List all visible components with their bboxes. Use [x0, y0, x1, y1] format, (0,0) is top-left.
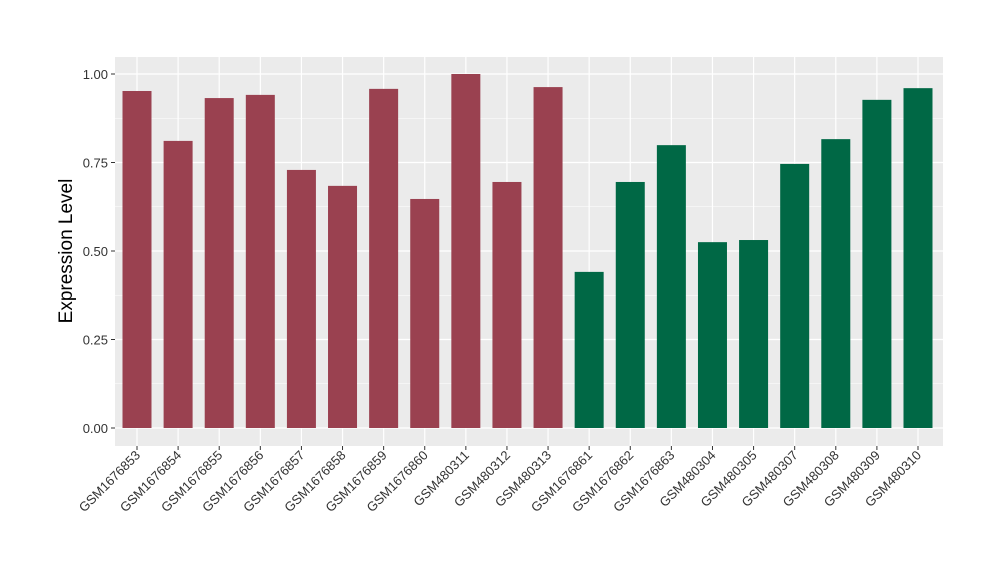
bar-GSM1676863: [656, 145, 686, 429]
y-tick-label: 0.75: [83, 156, 108, 171]
bar-GSM480307: [780, 163, 810, 428]
bar-GSM480304: [697, 242, 727, 428]
y-tick-label: 0.50: [83, 244, 108, 259]
bars: [122, 74, 933, 429]
y-tick-label: 0.25: [83, 333, 108, 348]
bar-GSM1676861: [574, 271, 604, 428]
bar-GSM1676854: [163, 140, 193, 428]
bar-GSM480311: [451, 74, 481, 428]
y-tick-label: 1.00: [83, 67, 108, 82]
bar-GSM480313: [533, 87, 563, 429]
bar-GSM1676855: [204, 98, 234, 429]
y-tick-label: 0.00: [83, 421, 108, 436]
y-axis-label: Expression Level: [56, 179, 77, 324]
bar-GSM480309: [862, 99, 892, 428]
bar-GSM1676853: [122, 90, 152, 428]
bar-GSM1676862: [615, 181, 645, 428]
y-axis: 0.00 0.25 0.50 0.75 1.00: [83, 67, 115, 436]
bar-GSM480308: [821, 139, 851, 429]
bar-GSM1676857: [286, 169, 316, 428]
bar-GSM480312: [492, 181, 522, 428]
bar-GSM1676858: [328, 185, 358, 428]
bar-GSM1676860: [410, 198, 440, 428]
x-axis: GSM1676853GSM1676854GSM1676855GSM1676856…: [76, 446, 924, 515]
bar-GSM480310: [903, 88, 933, 428]
bar-GSM1676856: [245, 94, 275, 429]
bar-GSM480305: [739, 240, 769, 428]
bar-GSM1676859: [369, 88, 399, 429]
